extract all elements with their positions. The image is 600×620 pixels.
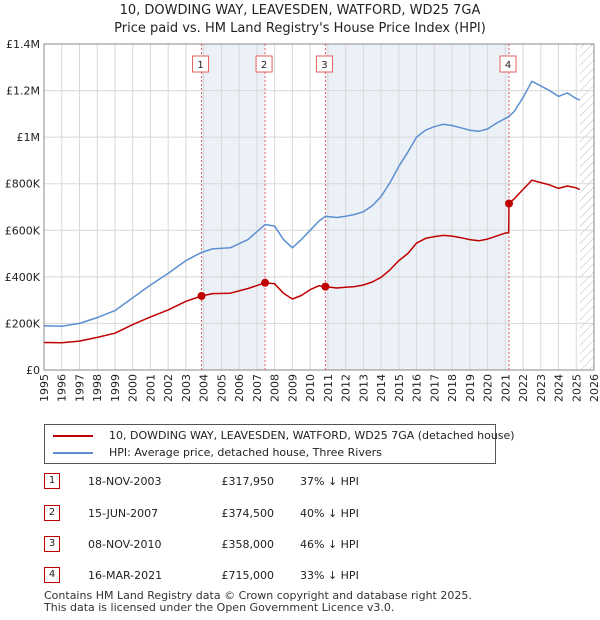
sale-price: £317,950	[221, 475, 275, 488]
x-tick-label: 2003	[180, 374, 193, 402]
legend: 10, DOWDING WAY, LEAVESDEN, WATFORD, WD2…	[44, 424, 515, 464]
x-tick-label: 1996	[56, 374, 69, 402]
plot-border	[43, 43, 595, 371]
footer-copyright: Contains HM Land Registry data © Crown c…	[44, 589, 472, 602]
x-tick-label: 2006	[233, 374, 246, 402]
table-row: 1 18-NOV-2003 £317,950 37% ↓ HPI	[44, 473, 424, 491]
legend-swatch-hpi	[53, 452, 93, 454]
sale-badge: 3	[44, 536, 60, 552]
table-row: 2 15-JUN-2007 £374,500 40% ↓ HPI	[44, 505, 424, 523]
x-tick-label: 2012	[340, 374, 353, 402]
legend-swatch-property	[53, 435, 93, 437]
y-tick-label: £1.4M	[6, 38, 40, 51]
sale-hpi-diff: 40% ↓ HPI	[300, 507, 359, 520]
x-tick-label: 2008	[269, 374, 282, 402]
sale-hpi-diff: 33% ↓ HPI	[300, 569, 359, 582]
x-tick-label: 2021	[499, 374, 512, 402]
x-tick-label: 2015	[393, 374, 406, 402]
x-tick-label: 2011	[322, 374, 335, 402]
x-tick-label: 2014	[375, 374, 388, 402]
chart-subtitle: Price paid vs. HM Land Registry's House …	[114, 21, 486, 36]
y-tick-label: £400K	[5, 271, 41, 284]
x-tick-label: 2024	[553, 374, 566, 402]
sale-period-band	[201, 44, 266, 370]
x-tick-label: 2000	[127, 374, 140, 402]
sale-date: 15-JUN-2007	[88, 507, 159, 520]
x-tick-label: 2009	[286, 374, 299, 402]
sale-badge-label: 1	[197, 60, 203, 71]
x-tick-label: 2010	[304, 374, 317, 402]
footer-licence: This data is licensed under the Open Gov…	[44, 601, 395, 614]
forecast-hatch	[579, 44, 594, 370]
y-tick-label: £1.2M	[6, 85, 40, 98]
x-tick-label: 2004	[198, 374, 211, 402]
x-tick-label: 1995	[38, 374, 51, 402]
x-tick-label: 2019	[464, 374, 477, 402]
footer: Contains HM Land Registry data © Crown c…	[44, 590, 472, 614]
sale-hpi-diff: 37% ↓ HPI	[300, 475, 359, 488]
x-tick-label: 1997	[73, 374, 86, 402]
sale-badge-label: 4	[505, 60, 511, 71]
x-tick-label: 2026	[588, 374, 600, 402]
sale-badge-box	[255, 55, 273, 73]
sale-date: 08-NOV-2010	[88, 538, 162, 551]
sale-period-band	[325, 44, 510, 370]
table-row: 3 08-NOV-2010 £358,000 46% ↓ HPI	[44, 536, 424, 554]
x-tick-label: 2007	[251, 374, 264, 402]
x-tick-label: 2023	[535, 374, 548, 402]
table-row: 4 16-MAR-2021 £715,000 33% ↓ HPI	[44, 567, 424, 585]
sale-point	[505, 199, 514, 208]
x-tick-label: 2017	[428, 374, 441, 402]
plot-area	[44, 44, 594, 370]
sale-badge-label: 3	[321, 60, 327, 71]
hpi-line	[43, 80, 581, 327]
chart-title-block: 10, DOWDING WAY, LEAVESDEN, WATFORD, WD2…	[0, 2, 600, 38]
x-tick-label: 2001	[144, 374, 157, 402]
y-tick-label: £1M	[17, 131, 41, 144]
y-tick-label: £200K	[5, 317, 41, 330]
sale-price: £374,500	[221, 507, 275, 520]
sale-point	[321, 282, 330, 291]
sale-badge-box	[315, 55, 333, 73]
sale-badge: 1	[44, 473, 60, 489]
x-tick-label: 2013	[357, 374, 370, 402]
sale-badge: 2	[44, 505, 60, 521]
x-tick-label: 2020	[482, 374, 495, 402]
sale-badge-label: 2	[261, 60, 267, 71]
x-tick-label: 2002	[162, 374, 175, 402]
x-tick-label: 2022	[517, 374, 530, 402]
price-chart: 1 2 3 4 £0 £200K £400K £600K £800K £1M £1.2M £1.4M 1…	[5, 38, 600, 402]
y-tick-label: £0	[26, 364, 40, 377]
sale-badge: 4	[44, 567, 60, 583]
chart-title: 10, DOWDING WAY, LEAVESDEN, WATFORD, WD2…	[119, 3, 481, 18]
x-tick-label: 1999	[109, 374, 122, 402]
sale-point	[261, 278, 270, 287]
legend-label-hpi: HPI: Average price, detached house, Thre…	[109, 446, 382, 459]
x-tick-label: 2018	[446, 374, 459, 402]
sale-badge-box	[192, 55, 210, 73]
sale-point	[197, 291, 206, 300]
x-tick-label: 2025	[570, 374, 583, 402]
x-tick-label: 1998	[91, 374, 104, 402]
sale-price: £715,000	[221, 569, 275, 582]
y-tick-label: £600K	[5, 224, 41, 237]
x-tick-label: 2016	[411, 374, 424, 402]
sale-badge-box	[499, 55, 517, 73]
sale-hpi-diff: 46% ↓ HPI	[300, 538, 359, 551]
y-tick-label: £800K	[5, 178, 41, 191]
sale-price: £358,000	[221, 538, 275, 551]
sale-date: 18-NOV-2003	[88, 475, 162, 488]
legend-label-property: 10, DOWDING WAY, LEAVESDEN, WATFORD, WD2…	[109, 429, 515, 442]
x-tick-label: 2005	[215, 374, 228, 402]
sale-date: 16-MAR-2021	[88, 569, 163, 582]
